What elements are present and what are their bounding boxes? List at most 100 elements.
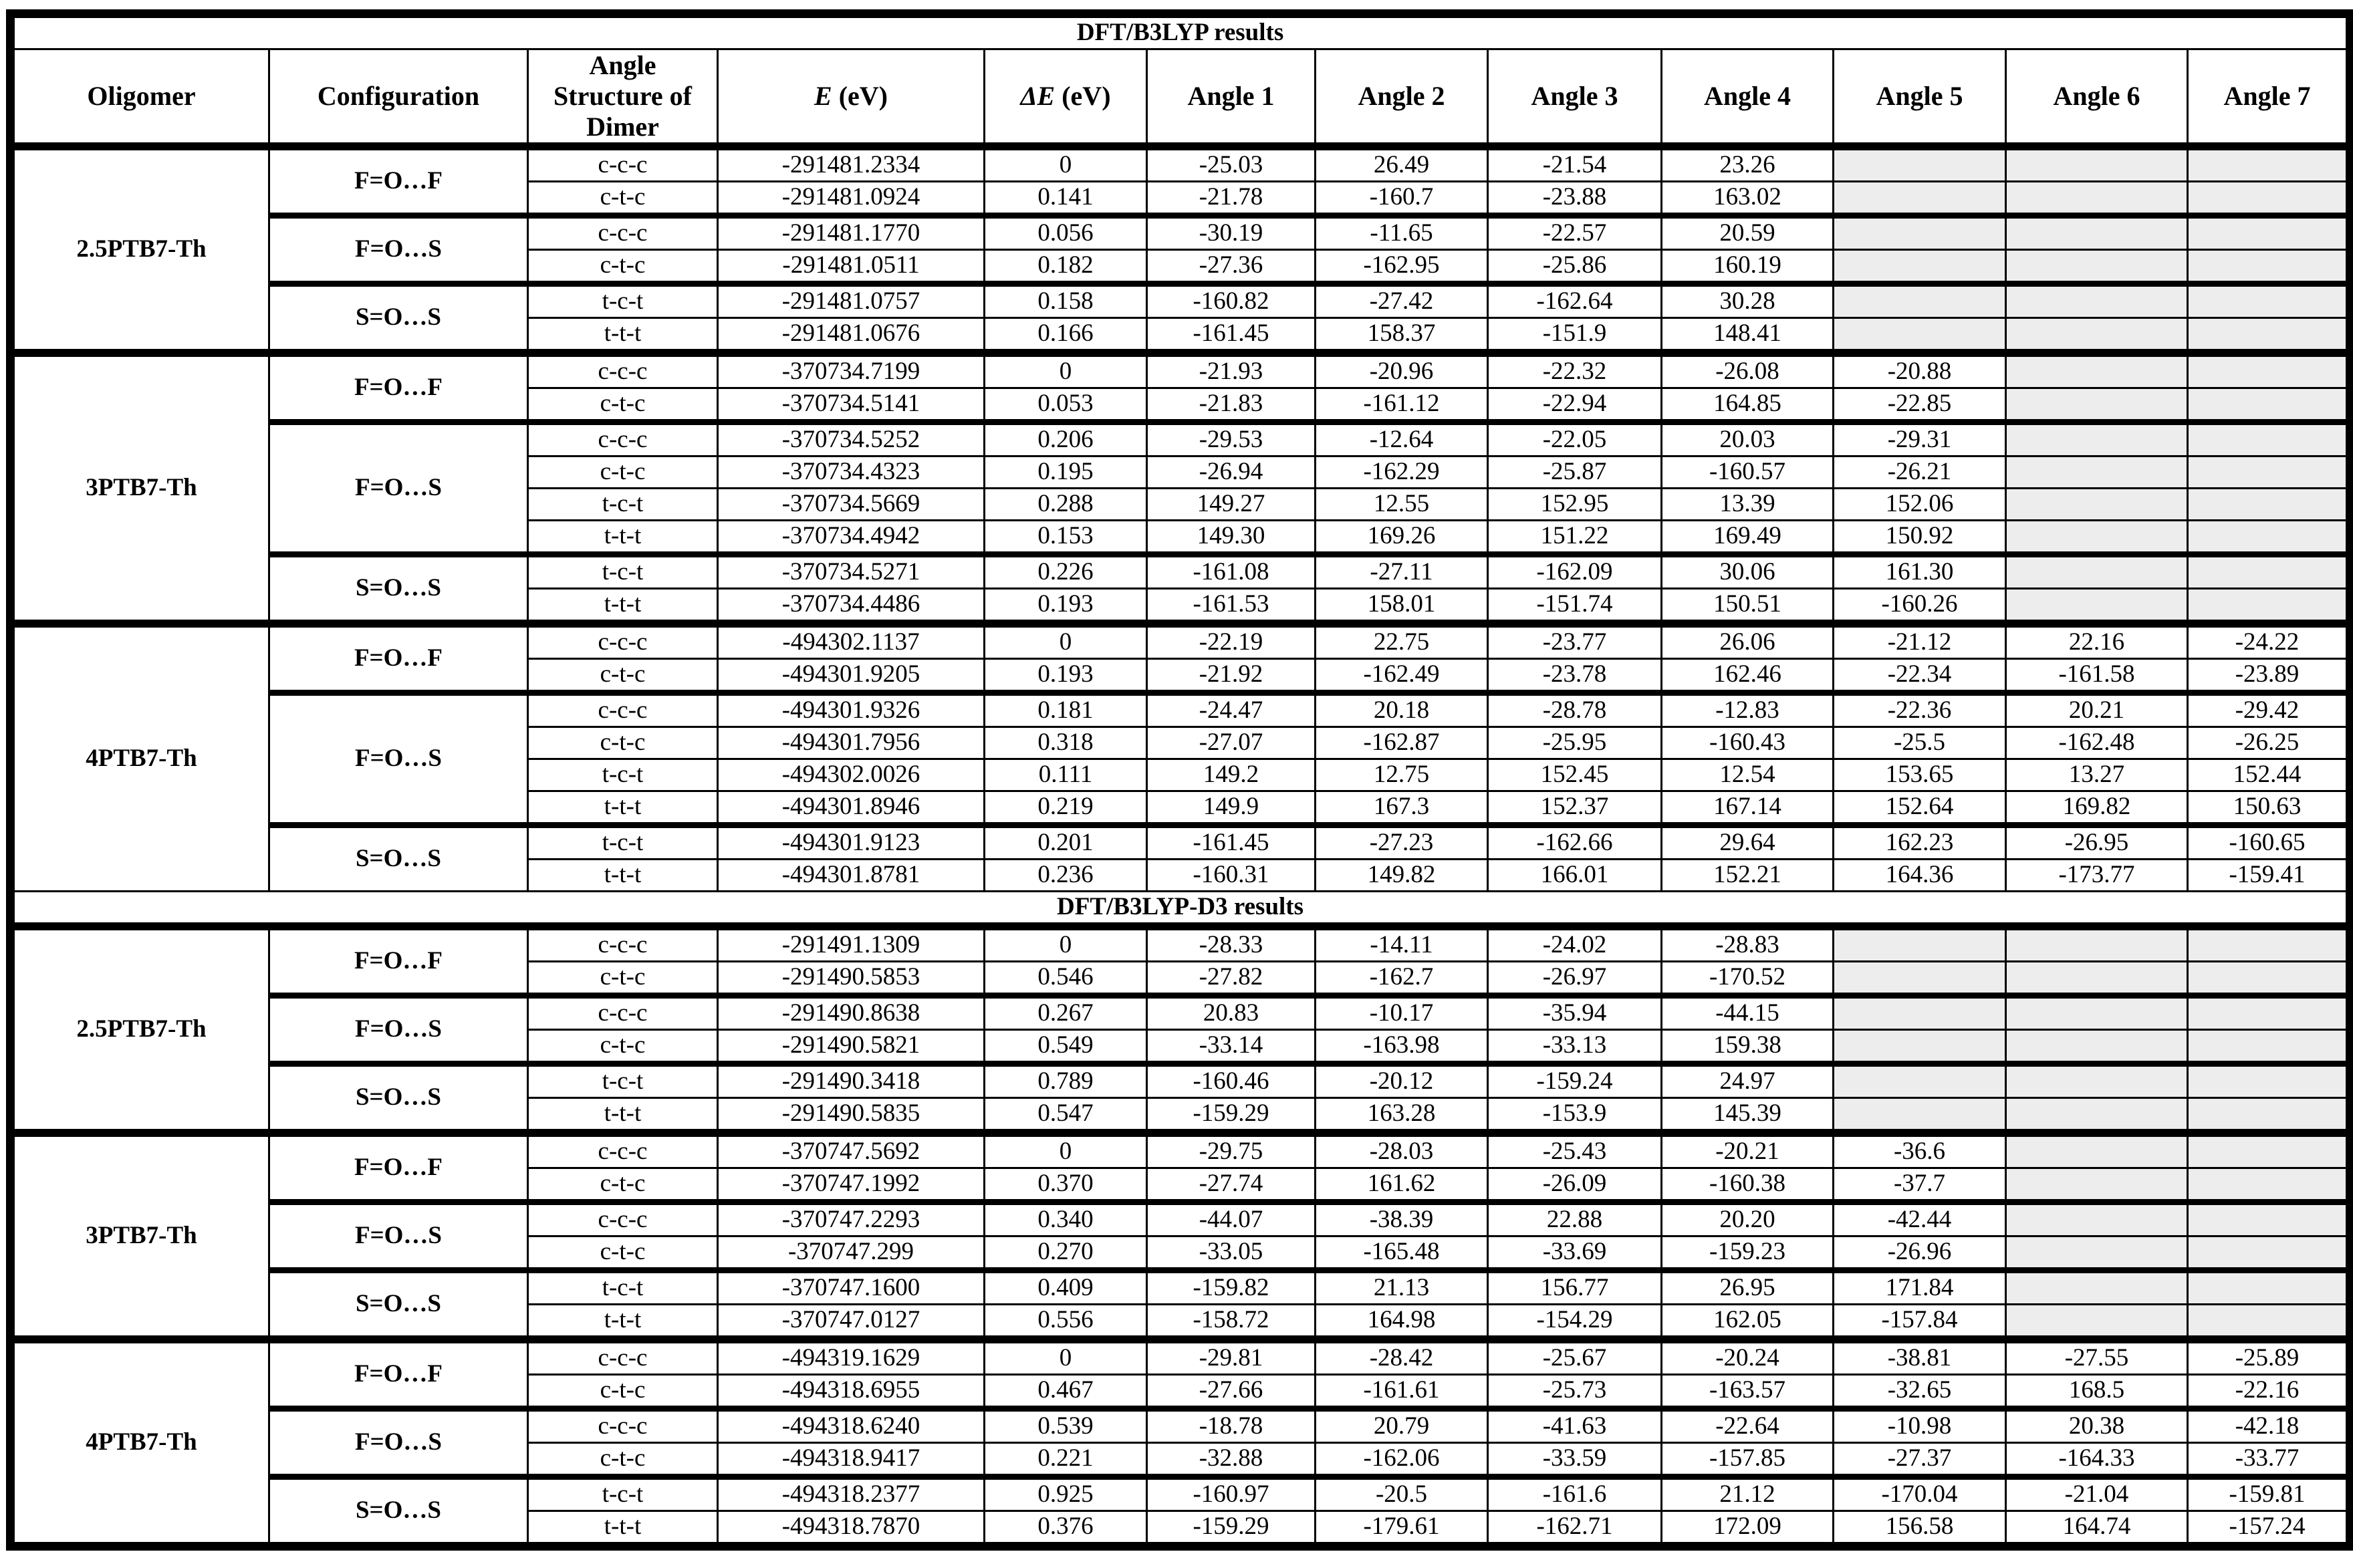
delta-e-cell: 0.056 bbox=[983, 213, 1148, 251]
angle-cell-empty bbox=[1832, 213, 2007, 251]
delta-e-cell: 0 bbox=[983, 1335, 1148, 1376]
angle-cell: -10.17 bbox=[1314, 993, 1489, 1031]
angle-cell-empty bbox=[2186, 317, 2352, 354]
configuration-cell: F=O…F bbox=[268, 1335, 529, 1410]
oligomer-cell: 2.5PTB7-Th bbox=[9, 922, 270, 1134]
angle-cell-empty bbox=[1832, 1029, 2007, 1065]
angle-cell: -22.32 bbox=[1487, 349, 1662, 389]
energy-cell: -370747.2293 bbox=[717, 1199, 985, 1237]
angle-cell: -42.18 bbox=[2186, 1406, 2352, 1444]
angle-cell: 152.45 bbox=[1487, 758, 1662, 792]
angle-cell: -162.66 bbox=[1487, 822, 1662, 860]
table-row: c-t-c -370734.5141 0.053 -21.83 -161.12 -22.9… bbox=[11, 387, 2352, 423]
table-row: c-t-c -291490.5821 0.549 -33.14 -163.98 -33.1… bbox=[11, 1029, 2352, 1065]
angle-cell-empty bbox=[2005, 960, 2189, 997]
angle-cell: 150.63 bbox=[2186, 790, 2352, 826]
column-header-angle_4: Angle 4 bbox=[1660, 48, 1834, 150]
angle-structure-cell: t-c-t bbox=[527, 822, 719, 860]
delta-e-cell: 0.925 bbox=[983, 1474, 1148, 1512]
energy-cell: -494301.7956 bbox=[717, 726, 985, 760]
angle-cell: -170.04 bbox=[1832, 1474, 2007, 1512]
column-header-angle_7: Angle 7 bbox=[2186, 48, 2352, 150]
configuration-cell: F=O…S bbox=[268, 213, 529, 285]
angle-cell-empty bbox=[2005, 993, 2189, 1031]
section-title-row: DFT/B3LYP results bbox=[9, 13, 2352, 50]
angle-cell: -33.59 bbox=[1487, 1442, 1662, 1478]
angle-structure-cell: t-t-t bbox=[527, 1510, 719, 1547]
angle-cell: -12.83 bbox=[1660, 690, 1834, 728]
angle-cell-empty bbox=[1832, 180, 2007, 217]
angle-cell: 20.03 bbox=[1660, 419, 1834, 457]
angle-structure-cell: c-t-c bbox=[527, 387, 719, 423]
energy-cell: -370747.1992 bbox=[717, 1167, 985, 1203]
energy-cell: -291481.0676 bbox=[717, 317, 985, 354]
angle-cell: -25.89 bbox=[2186, 1335, 2352, 1376]
delta-e-cell: 0.193 bbox=[983, 658, 1148, 694]
angle-cell: -159.82 bbox=[1146, 1267, 1316, 1305]
table-row: t-t-t -370747.0127 0.556 -158.72 164.98 -154.… bbox=[11, 1303, 2352, 1341]
delta-e-cell: 0.153 bbox=[983, 519, 1148, 555]
configuration-cell: F=O…F bbox=[268, 922, 529, 997]
delta-e-cell: 0.181 bbox=[983, 690, 1148, 728]
angle-cell-empty bbox=[2186, 1129, 2352, 1169]
angle-cell: 160.19 bbox=[1660, 249, 1834, 285]
angle-structure-cell: c-t-c bbox=[527, 1442, 719, 1478]
delta-e-cell: 0.195 bbox=[983, 455, 1148, 489]
angle-cell: -42.44 bbox=[1832, 1199, 2007, 1237]
angle-structure-cell: c-t-c bbox=[527, 455, 719, 489]
angle-cell: 164.36 bbox=[1832, 858, 2007, 892]
angle-cell: 22.75 bbox=[1314, 620, 1489, 660]
table-row: c-t-c -494301.9205 0.193 -21.92 -162.49 -23.7… bbox=[11, 658, 2352, 694]
angle-cell: 26.95 bbox=[1660, 1267, 1834, 1305]
angle-cell-empty bbox=[2005, 249, 2189, 285]
angle-cell: -22.34 bbox=[1832, 658, 2007, 694]
column-header-row: Oligomer Configuration Angle Structure of … bbox=[9, 48, 2352, 150]
angle-cell: -26.09 bbox=[1487, 1167, 1662, 1203]
angle-cell: -151.74 bbox=[1487, 587, 1662, 625]
angle-cell: -23.77 bbox=[1487, 620, 1662, 660]
configuration-cell: F=O…F bbox=[268, 1129, 529, 1203]
delta-e-cell: 0.226 bbox=[983, 551, 1148, 590]
angle-cell: -18.78 bbox=[1146, 1406, 1316, 1444]
angle-cell: -10.98 bbox=[1832, 1406, 2007, 1444]
angle-structure-cell: c-t-c bbox=[527, 960, 719, 997]
delta-e-cell: 0 bbox=[983, 142, 1148, 182]
angle-cell: 20.21 bbox=[2005, 690, 2189, 728]
angle-cell: 153.65 bbox=[1832, 758, 2007, 792]
angle-cell: 150.92 bbox=[1832, 519, 2007, 555]
angle-cell: 29.64 bbox=[1660, 822, 1834, 860]
configuration-cell: F=O…S bbox=[268, 419, 529, 555]
angle-cell: -33.14 bbox=[1146, 1029, 1316, 1065]
angle-cell-empty bbox=[2186, 1235, 2352, 1271]
angle-cell: 26.49 bbox=[1314, 142, 1489, 182]
angle-cell: -159.81 bbox=[2186, 1474, 2352, 1512]
angle-cell: -12.64 bbox=[1314, 419, 1489, 457]
angle-cell: -22.05 bbox=[1487, 419, 1662, 457]
angle-cell: 171.84 bbox=[1832, 1267, 2007, 1305]
angle-cell-empty bbox=[2005, 1029, 2189, 1065]
angle-cell: -26.08 bbox=[1660, 349, 1834, 389]
oligomer-cell: 4PTB7-Th bbox=[9, 620, 270, 892]
angle-cell: -157.24 bbox=[2186, 1510, 2352, 1547]
table-row: 2.5PTB7-Th F=O…F c-c-c -291491.1309 0 -28.33-… bbox=[9, 922, 2352, 1134]
angle-cell: -26.95 bbox=[2005, 822, 2189, 860]
angle-cell: 152.06 bbox=[1832, 487, 2007, 521]
table-row: t-t-t -494301.8946 0.219 149.9 167.3 152.37 16… bbox=[11, 790, 2352, 826]
table-row: S=O…S t-c-t -494318.2377 0.925 -160.97 -20.5-… bbox=[11, 1474, 2352, 1547]
table-row: t-c-t -370734.5669 0.288 149.27 12.55 152.95 1… bbox=[11, 487, 2352, 521]
table-row: 4PTB7-Th F=O…F c-c-c -494302.1137 0 -22.19 22.… bbox=[9, 620, 2352, 892]
configuration-cell: S=O…S bbox=[268, 1474, 529, 1547]
angle-cell-empty bbox=[1832, 922, 2007, 962]
energy-cell: -494318.7870 bbox=[717, 1510, 985, 1547]
angle-cell: -25.95 bbox=[1487, 726, 1662, 760]
angle-cell-empty bbox=[2186, 419, 2352, 457]
angle-structure-cell: c-c-c bbox=[527, 993, 719, 1031]
angle-cell: -179.61 bbox=[1314, 1510, 1489, 1547]
angle-cell: 148.41 bbox=[1660, 317, 1834, 354]
angle-cell: -162.29 bbox=[1314, 455, 1489, 489]
angle-structure-cell: c-c-c bbox=[527, 349, 719, 389]
energy-cell: -291481.0924 bbox=[717, 180, 985, 217]
angle-cell: -29.53 bbox=[1146, 419, 1316, 457]
angle-structure-cell: t-t-t bbox=[527, 858, 719, 892]
